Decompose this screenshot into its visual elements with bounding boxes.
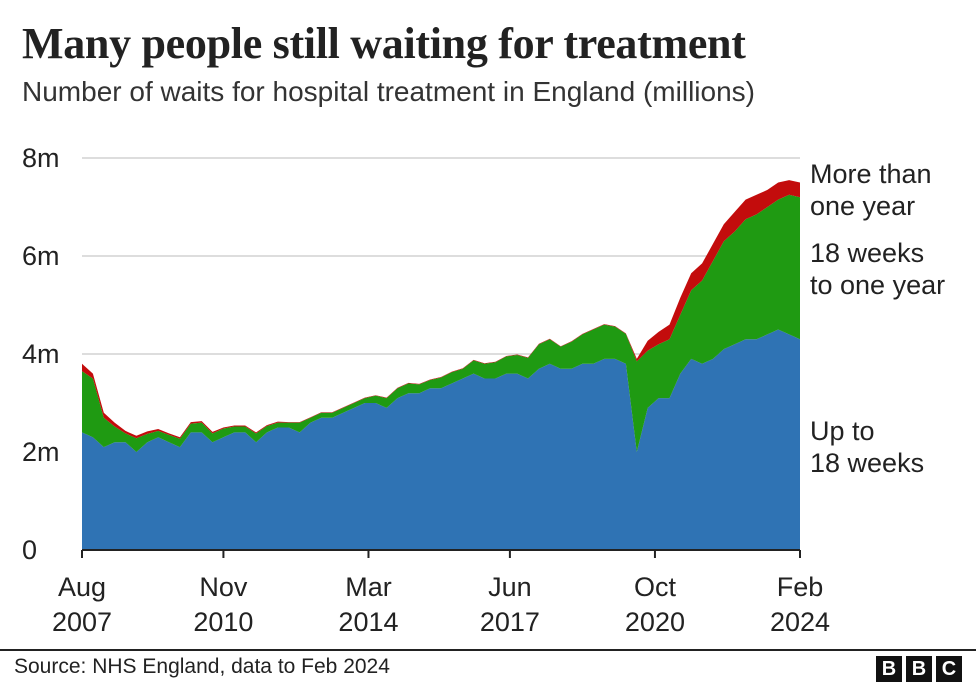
x-tick-label: 2017 — [480, 607, 540, 637]
y-tick-label: 6m — [22, 241, 60, 271]
source-note: Source: NHS England, data to Feb 2024 — [14, 655, 390, 678]
chart-subtitle: Number of waits for hospital treatment i… — [22, 76, 755, 107]
x-tick-label: 2014 — [338, 607, 398, 637]
bbc-logo-letter: C — [936, 656, 962, 682]
series-label-more-than-one-year: one year — [810, 191, 915, 221]
x-tick-label: Aug — [58, 572, 106, 602]
series-label-more-than-one-year: More than — [810, 159, 932, 189]
bbc-logo-letter: B — [876, 656, 902, 682]
footer-divider — [0, 649, 976, 651]
x-tick-label: Jun — [488, 572, 532, 602]
x-tick-label: Feb — [777, 572, 824, 602]
y-tick-label: 8m — [22, 143, 60, 173]
series-label-18-weeks-to-one-year: 18 weeks — [810, 238, 924, 268]
series-label-18-weeks-to-one-year: to one year — [810, 270, 945, 300]
x-tick-label: 2024 — [770, 607, 830, 637]
series-label-up-to-18-weeks: Up to — [810, 416, 875, 446]
series-label-up-to-18-weeks: 18 weeks — [810, 448, 924, 478]
x-tick-label: 2010 — [193, 607, 253, 637]
y-tick-label: 4m — [22, 339, 60, 369]
y-tick-label: 2m — [22, 437, 60, 467]
x-tick-label: 2007 — [52, 607, 112, 637]
x-tick-label: Mar — [345, 572, 392, 602]
area-up-to-18-weeks — [82, 329, 800, 550]
x-tick-label: Nov — [199, 572, 248, 602]
chart-title: Many people still waiting for treatment — [22, 19, 746, 68]
y-tick-label: 0 — [22, 535, 37, 565]
bbc-logo: B B C — [876, 656, 962, 682]
stacked-area-chart: 0 2m 4m 6m 8m Aug 2007 Nov 2010 Mar 2014 Jun 2017 Oct… — [22, 143, 945, 637]
x-tick-label: Oct — [634, 572, 677, 602]
bbc-logo-letter: B — [906, 656, 932, 682]
x-tick-label: 2020 — [625, 607, 685, 637]
